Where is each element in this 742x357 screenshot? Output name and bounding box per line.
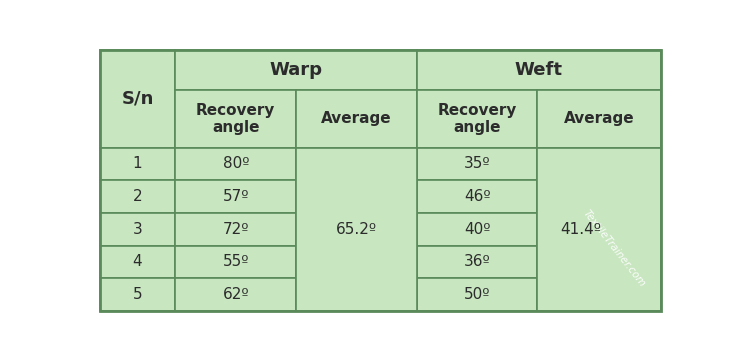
Bar (417, 213, 537, 246)
Text: 35º: 35º (464, 156, 490, 171)
Text: TextileTrainer.com: TextileTrainer.com (581, 208, 647, 289)
Text: 46º: 46º (464, 189, 490, 204)
Bar (417, 246, 537, 278)
Text: 4: 4 (133, 255, 142, 270)
Text: 2: 2 (133, 189, 142, 204)
Bar (417, 278, 537, 311)
Text: 65.2º: 65.2º (336, 222, 377, 237)
Bar (537, 148, 661, 311)
Text: Recovery
angle: Recovery angle (196, 103, 275, 135)
Text: 3: 3 (133, 222, 142, 237)
Bar (175, 50, 417, 90)
Text: 57º: 57º (223, 189, 249, 204)
Text: 50º: 50º (464, 287, 490, 302)
Text: S/n: S/n (122, 90, 154, 108)
Bar (417, 90, 537, 148)
Text: 62º: 62º (223, 287, 249, 302)
Bar (99, 246, 175, 278)
Bar (99, 278, 175, 311)
Bar (175, 246, 296, 278)
Bar (175, 90, 296, 148)
Text: Weft: Weft (515, 61, 563, 79)
Bar (417, 50, 661, 90)
Bar (175, 180, 296, 213)
Text: Average: Average (321, 111, 392, 126)
Text: 80º: 80º (223, 156, 249, 171)
Text: 36º: 36º (464, 255, 490, 270)
Text: 41.4º: 41.4º (560, 222, 601, 237)
Text: Average: Average (564, 111, 634, 126)
Text: 5: 5 (133, 287, 142, 302)
Bar (296, 148, 417, 311)
Bar (537, 90, 661, 148)
Text: 1: 1 (133, 156, 142, 171)
Text: Warp: Warp (269, 61, 323, 79)
Bar (99, 180, 175, 213)
Bar (417, 148, 537, 180)
Bar (99, 148, 175, 180)
Bar (99, 50, 175, 148)
Bar (175, 278, 296, 311)
Text: Recovery
angle: Recovery angle (437, 103, 516, 135)
Bar (175, 213, 296, 246)
Bar (417, 180, 537, 213)
Bar (175, 148, 296, 180)
Bar (296, 90, 417, 148)
Text: 72º: 72º (223, 222, 249, 237)
Text: 40º: 40º (464, 222, 490, 237)
Bar (99, 213, 175, 246)
Text: 55º: 55º (223, 255, 249, 270)
